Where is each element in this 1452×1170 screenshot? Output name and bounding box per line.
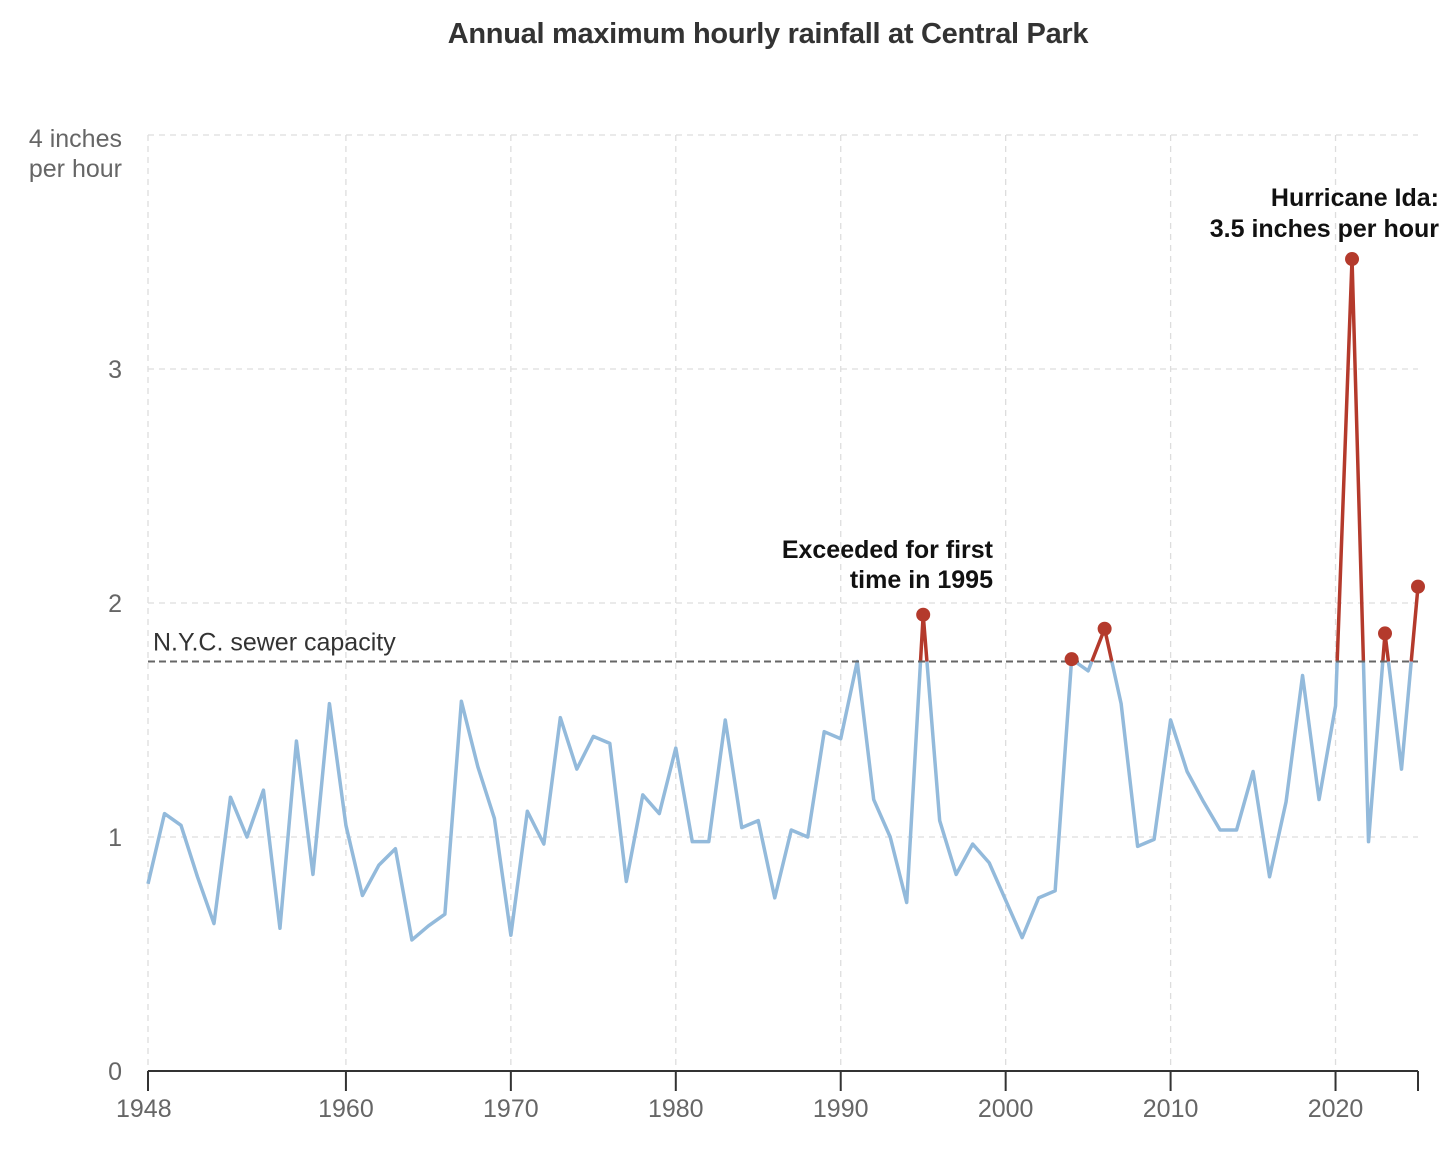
x-tick-label: 2000 <box>978 1095 1034 1123</box>
threshold-layer: N.Y.C. sewer capacity <box>148 629 1418 663</box>
sewer-capacity-label: N.Y.C. sewer capacity <box>153 629 396 657</box>
annotation-label: time in 1995 <box>850 566 993 594</box>
x-tick-label: 1970 <box>483 1095 539 1123</box>
y-tick-label: 2 <box>108 590 122 618</box>
marker-layer <box>916 252 1425 667</box>
series-line-below-capacity <box>146 659 1413 942</box>
line-layer <box>146 257 1420 942</box>
y-tick-label: 1 <box>108 824 122 852</box>
chart-title: Annual maximum hourly rainfall at Centra… <box>447 18 1089 50</box>
x-tick-label: 1980 <box>648 1095 704 1123</box>
x-tick-label: 1948 <box>116 1095 172 1123</box>
y-tick-label: 0 <box>108 1058 122 1086</box>
series-line-above-capacity <box>918 257 1420 663</box>
data-point-marker <box>1411 579 1425 594</box>
data-point-marker <box>1345 252 1360 267</box>
data-point-marker <box>1097 621 1112 636</box>
annotation-label: Exceeded for first <box>782 536 994 564</box>
data-point-marker <box>916 607 931 622</box>
grid-layer <box>147 134 1418 1071</box>
annotation-label: Hurricane Ida: <box>1271 184 1439 212</box>
x-tick-label: 2010 <box>1143 1095 1199 1123</box>
data-point-marker <box>1378 626 1393 641</box>
y-tick-label: 3 <box>108 356 122 384</box>
annotation-label: 3.5 inches per hour <box>1210 215 1440 243</box>
y-axis-label: per hour <box>29 155 122 183</box>
y-axis-label: 4 inches <box>29 125 122 153</box>
x-tick-label: 1960 <box>318 1095 374 1123</box>
x-tick-label: 1990 <box>813 1095 869 1123</box>
data-point-marker <box>1064 652 1079 667</box>
x-tick-label: 2020 <box>1308 1095 1364 1123</box>
